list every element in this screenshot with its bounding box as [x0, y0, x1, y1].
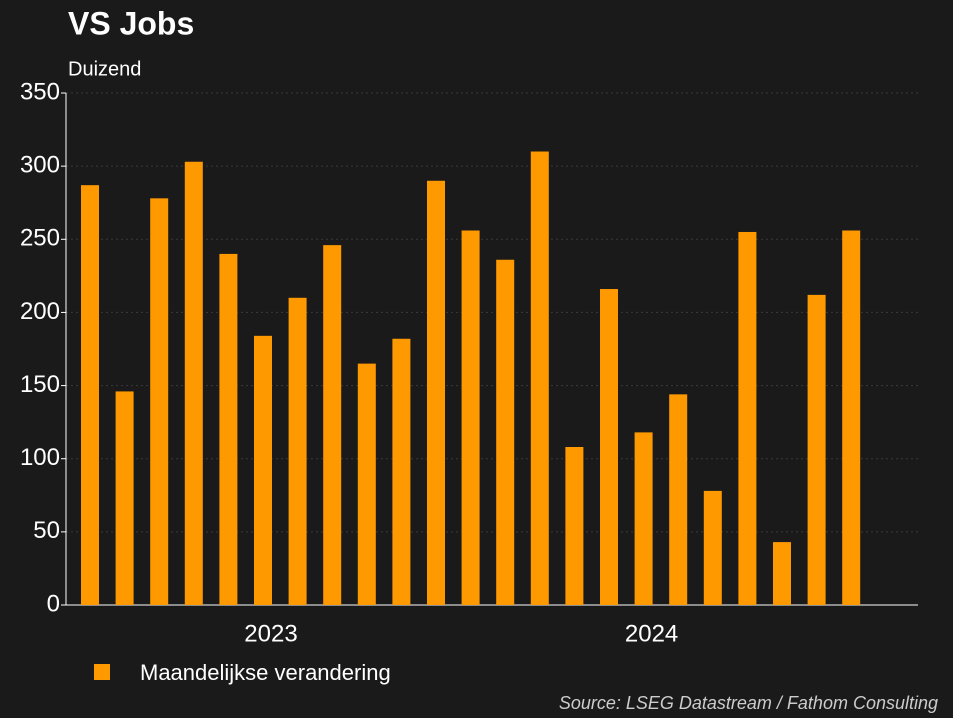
bar — [254, 335, 272, 605]
bar — [565, 447, 584, 605]
bar — [81, 185, 99, 605]
bar — [357, 363, 376, 605]
bar — [219, 253, 238, 605]
bar — [392, 338, 411, 605]
chart-title: VS Jobs — [68, 5, 194, 41]
bar — [323, 245, 342, 605]
x-tick-label: 2024 — [625, 620, 678, 647]
bar — [115, 391, 134, 605]
y-tick-label: 300 — [20, 151, 60, 178]
bar — [773, 542, 791, 605]
bar — [496, 259, 515, 605]
y-tick-label: 250 — [20, 225, 60, 252]
bar — [184, 161, 203, 606]
bar — [530, 151, 549, 605]
bar — [842, 230, 861, 605]
y-tick-label: 0 — [47, 590, 60, 617]
y-tick-label: 200 — [20, 298, 60, 325]
bar — [807, 294, 826, 605]
y-tick-label: 50 — [33, 517, 60, 544]
source: Source: LSEG Datastream / Fathom Consult… — [559, 693, 938, 713]
x-tick-label: 2023 — [244, 620, 297, 647]
bar — [738, 231, 757, 605]
bar — [150, 198, 169, 605]
y-tick-label: 150 — [20, 371, 60, 398]
legend-label: Maandelijkse verandering — [140, 660, 391, 685]
bar — [427, 180, 445, 605]
bar — [634, 432, 653, 605]
bar — [669, 394, 688, 605]
y-tick-label: 100 — [20, 444, 60, 471]
chart-subtitle: Duizend — [68, 58, 141, 80]
bar — [288, 297, 307, 605]
y-tick-label: 350 — [20, 78, 60, 105]
bar — [600, 289, 618, 605]
legend-swatch — [94, 664, 110, 680]
bar — [461, 230, 480, 605]
bar — [703, 490, 722, 605]
